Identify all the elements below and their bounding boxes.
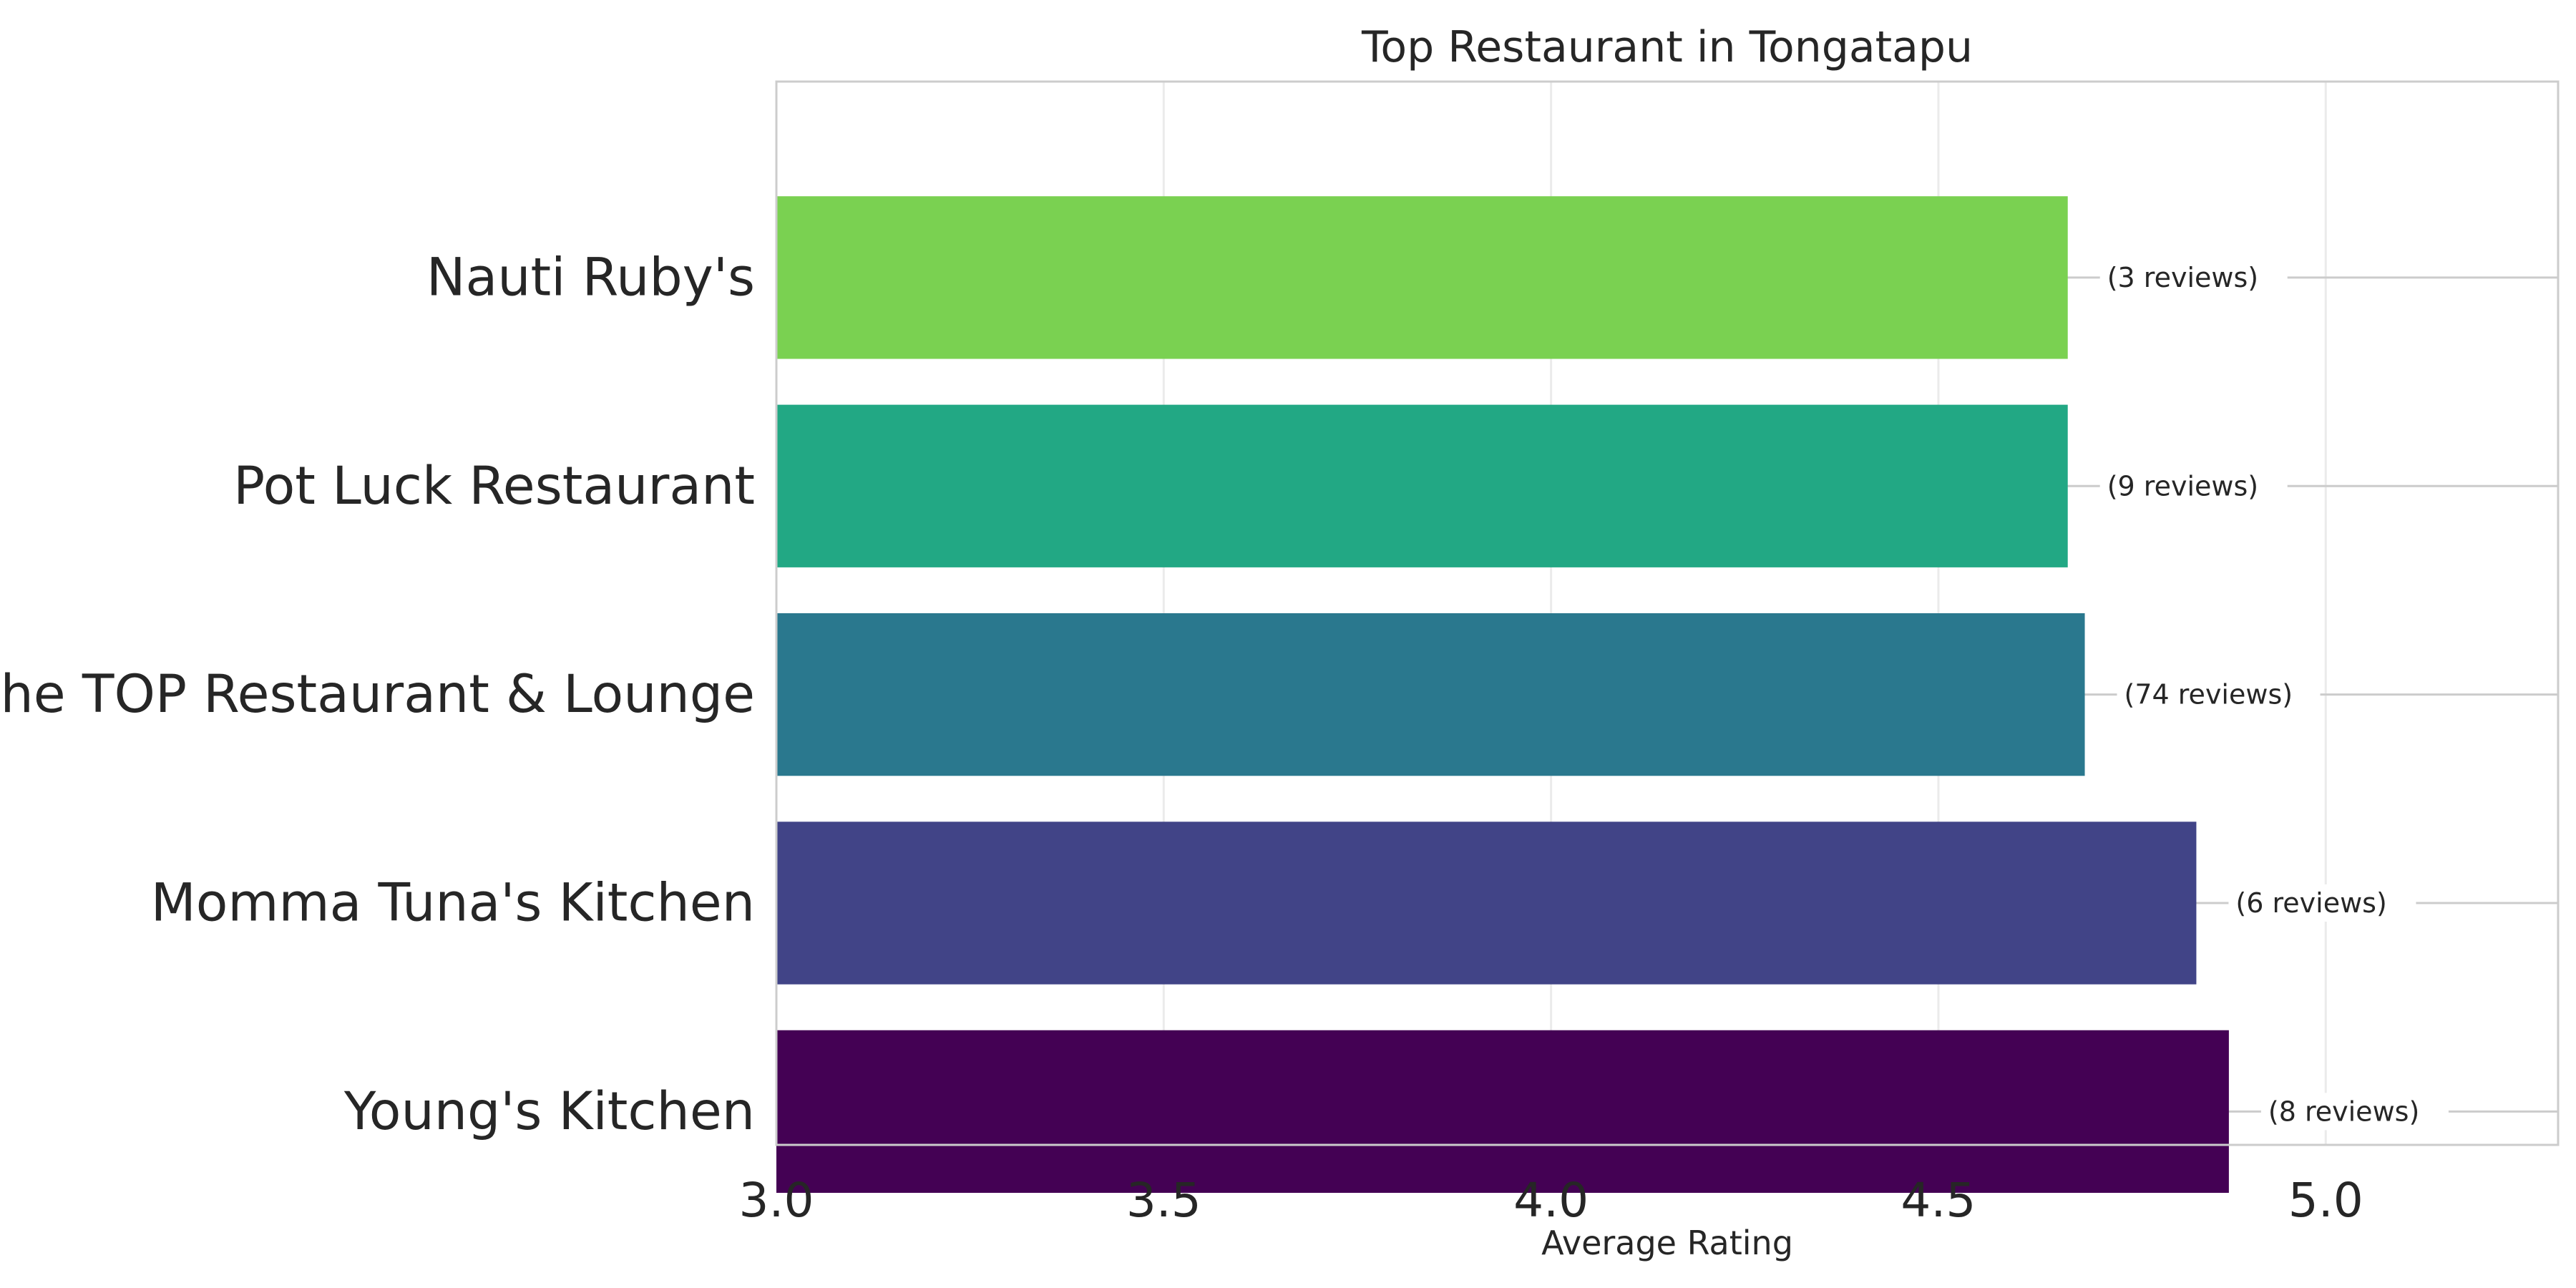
x-axis-label: Average Rating	[1541, 1224, 1793, 1262]
rating-bar	[776, 1030, 2229, 1194]
chart-title: Top Restaurant in Tongatapu	[1361, 22, 1973, 72]
annotation-background	[2099, 467, 2288, 505]
category-label: Young's Kitchen	[343, 1081, 755, 1142]
category-labels: Young's Kitchen Momma Tuna's Kitchen the T…	[0, 247, 755, 1141]
x-tick-label: 3.0	[739, 1173, 814, 1228]
rating-bar	[776, 613, 2085, 776]
review-count-label: (74 reviews)	[2124, 679, 2293, 711]
plot-frame	[775, 80, 2560, 1146]
x-tick-label: 3.5	[1126, 1173, 1201, 1228]
x-tick-labels: 3.0 3.5 4.0 4.5 5.0	[739, 1173, 2363, 1228]
review-count-label: (6 reviews)	[2235, 887, 2386, 919]
x-tick-label: 4.0	[1513, 1173, 1589, 1228]
x-tick-label: 5.0	[2288, 1173, 2363, 1228]
rating-bar	[776, 196, 2068, 359]
review-count-label: (8 reviews)	[2268, 1096, 2419, 1127]
category-label: Momma Tuna's Kitchen	[151, 873, 755, 934]
category-label: the TOP Restaurant & Lounge	[0, 664, 755, 725]
x-tick-label: 4.5	[1901, 1173, 1976, 1228]
annotation-background	[2117, 675, 2321, 713]
category-label: Pot Luck Restaurant	[233, 456, 755, 517]
review-count-label: (9 reviews)	[2107, 470, 2258, 502]
review-count-label: (3 reviews)	[2107, 262, 2258, 293]
annotation-background	[2260, 1093, 2449, 1131]
bars	[776, 196, 2229, 1194]
review-annotations: (8 reviews) (6 reviews) (74 reviews) (9 rev…	[2099, 258, 2449, 1131]
rating-bar	[776, 821, 2197, 985]
rating-bar	[776, 404, 2068, 567]
annotation-background	[2099, 258, 2288, 296]
category-label: Nauti Ruby's	[426, 247, 755, 308]
annotation-background	[2228, 884, 2416, 922]
